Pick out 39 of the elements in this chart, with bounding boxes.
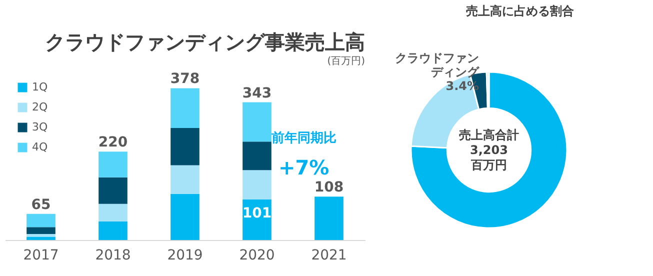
total-label: 108 <box>314 180 344 196</box>
chart-title: 売上高に占める割合 <box>466 4 575 18</box>
bar <box>26 234 56 237</box>
legend-label: 4Q <box>32 140 48 154</box>
x-tick-label: 2019 <box>167 248 203 264</box>
x-tick-label: 2021 <box>311 248 347 264</box>
bar <box>170 165 200 194</box>
annotation: 前年同期比 <box>270 131 336 146</box>
bar <box>26 227 56 234</box>
total-label: 220 <box>98 134 128 151</box>
x-tick-label: 2020 <box>239 248 275 264</box>
bar <box>242 142 272 170</box>
bar <box>98 177 128 204</box>
bar <box>98 222 128 240</box>
total-label: 343 <box>242 85 272 102</box>
x-tick-label: 2017 <box>23 248 59 264</box>
bar <box>170 128 200 166</box>
annotation: +7% <box>278 156 330 180</box>
legend-label: 2Q <box>32 100 48 114</box>
bar <box>242 170 272 200</box>
bar <box>98 152 128 178</box>
data-label: 101 <box>242 205 272 222</box>
legend-label: 1Q <box>32 80 48 94</box>
bar <box>26 214 56 228</box>
bar <box>170 194 200 240</box>
x-tick-label: 2018 <box>95 248 131 264</box>
total-label: 378 <box>170 71 200 88</box>
total-label: 65 <box>31 196 51 213</box>
bar <box>242 102 272 142</box>
chart-subtitle: (百万円) <box>327 56 366 67</box>
text: 3,203 <box>470 143 508 157</box>
legend-label: 3Q <box>32 120 48 134</box>
bar <box>314 196 344 240</box>
text: 売上高合計 <box>459 128 519 142</box>
text: 百万円 <box>470 158 507 172</box>
bar <box>98 204 128 222</box>
bar <box>170 88 200 128</box>
bar <box>26 236 56 240</box>
chart-title: クラウドファンディング事業売上高 <box>45 30 365 54</box>
